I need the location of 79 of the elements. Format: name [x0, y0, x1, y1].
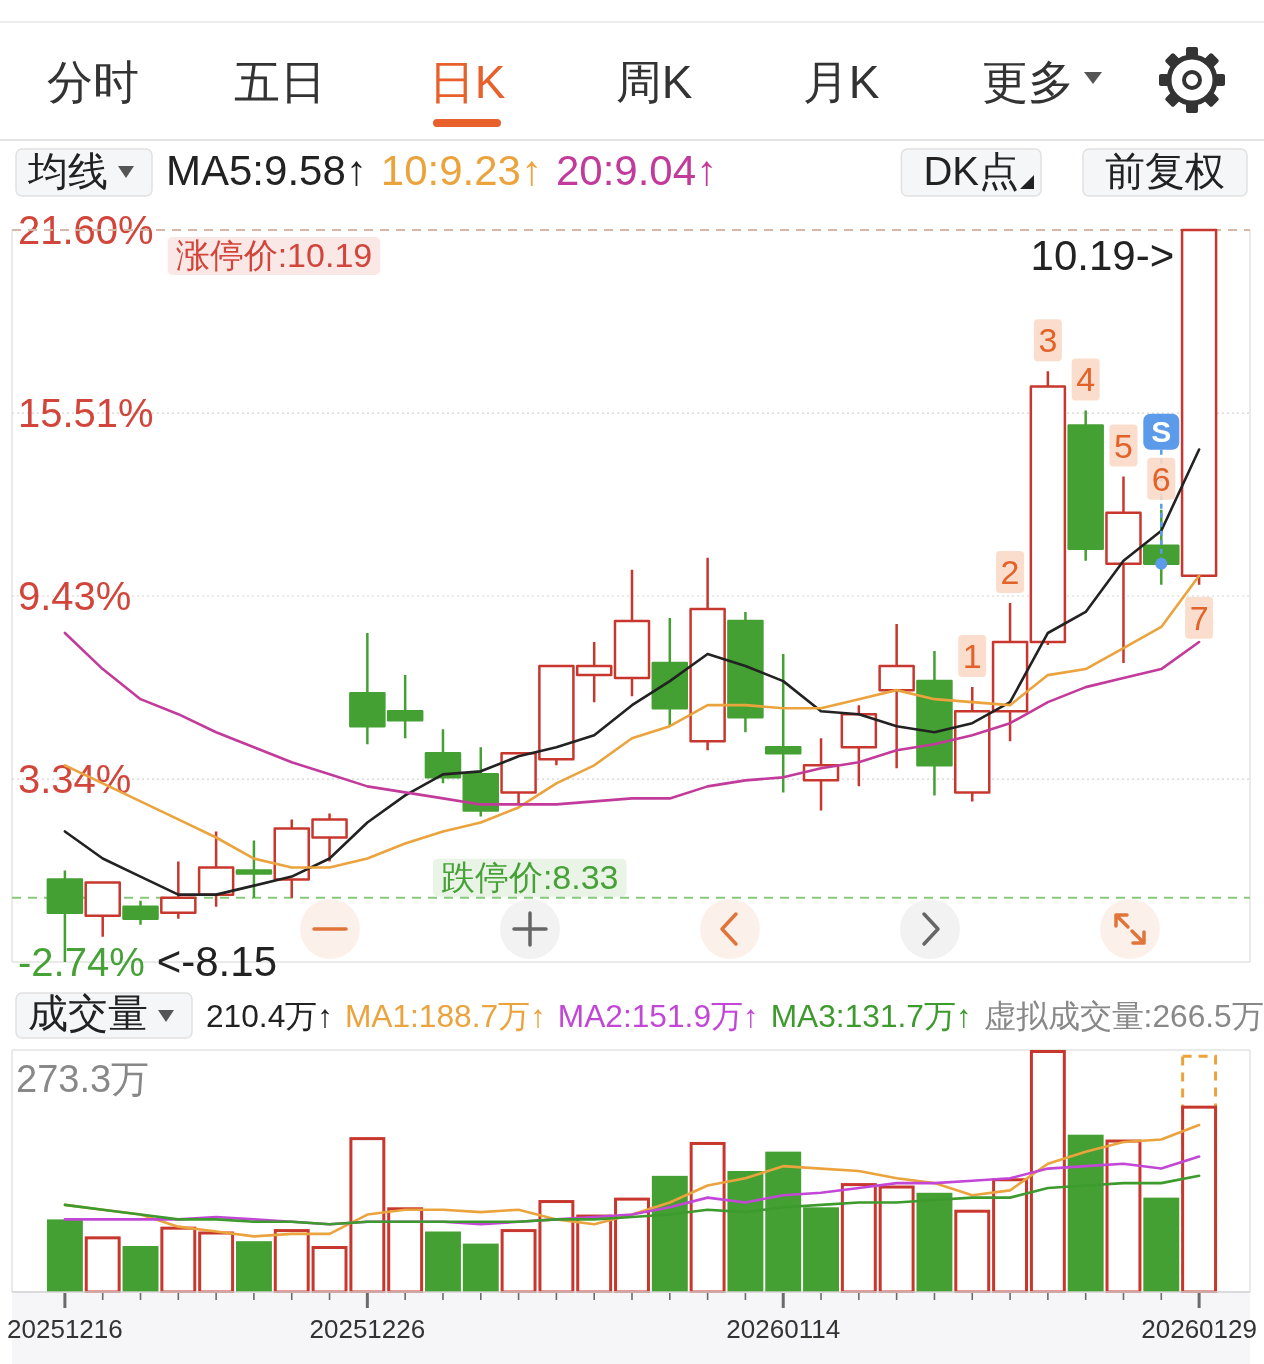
bar — [878, 1185, 915, 1294]
text: 7 — [1189, 598, 1209, 637]
x-tick-label: 20260114 — [726, 1314, 841, 1344]
annotation: 273.3万 — [16, 1058, 150, 1100]
text: 2 — [1000, 552, 1020, 591]
candlestick — [84, 881, 121, 938]
text: 210.4万↑ — [206, 998, 334, 1034]
text: MA3:131.7万↑ — [770, 998, 972, 1034]
candlestick — [991, 601, 1029, 743]
bar — [46, 1219, 83, 1292]
category-label: 分时 — [47, 56, 139, 108]
annotation: 涨停价:10.19 — [175, 236, 373, 274]
bar — [160, 1226, 197, 1294]
category-label: 更多 — [982, 56, 1074, 108]
candlestick — [235, 839, 273, 899]
category-label: 周K — [615, 56, 693, 108]
bar — [273, 1229, 310, 1294]
text: 20:9.04↑ — [555, 147, 718, 194]
candlestick — [727, 610, 764, 734]
bar — [1143, 1197, 1180, 1292]
candlestick — [462, 746, 500, 818]
bar — [198, 1231, 235, 1294]
candlestick — [197, 830, 235, 908]
text: MA5:9.58↑ — [166, 147, 367, 194]
x-tick-label: 20251226 — [309, 1314, 426, 1344]
text: 虚拟成交量:266.5万 — [983, 998, 1264, 1034]
bar — [387, 1207, 424, 1294]
candlestick — [424, 727, 462, 785]
bar — [84, 1236, 121, 1294]
candlestick — [122, 899, 159, 926]
text: 6 — [1151, 459, 1171, 498]
y-tick-label: 9.43% — [18, 574, 132, 618]
bar — [689, 1141, 726, 1294]
candlestick — [1180, 228, 1218, 587]
annotation: 10.19-> — [1030, 232, 1175, 279]
y-tick-label: 15.51% — [18, 391, 154, 436]
candlestick — [1105, 475, 1142, 665]
x-tick-label: 20260129 — [1141, 1314, 1257, 1344]
annotation: <-8.15 — [156, 938, 278, 985]
candlestick — [954, 685, 991, 803]
candlestick — [613, 568, 651, 698]
y-tick-label: -2.74% — [18, 940, 145, 984]
text: 5 — [1114, 426, 1133, 465]
category-label: 月K — [802, 56, 880, 108]
category-label: 日K — [428, 56, 506, 108]
bar — [614, 1197, 650, 1294]
bar — [122, 1246, 159, 1292]
x-tick-label: 20251216 — [7, 1314, 123, 1344]
bar — [235, 1241, 272, 1292]
text: 3 — [1038, 321, 1058, 360]
text: MA1:188.7万↑ — [344, 998, 547, 1034]
candlestick — [916, 649, 953, 797]
candlestick — [651, 616, 689, 728]
bar — [1029, 1050, 1066, 1294]
legend-title: 成交量 — [28, 991, 148, 1035]
bar — [462, 1243, 499, 1292]
text: 前复权 — [1105, 149, 1225, 193]
candlestick — [764, 652, 802, 794]
y-tick-label: 21.60% — [18, 208, 154, 252]
text: 4 — [1076, 360, 1096, 399]
text: DK点 — [923, 149, 1019, 193]
bar — [425, 1231, 461, 1292]
bar — [992, 1178, 1029, 1294]
candlestick — [689, 556, 726, 752]
bar — [840, 1183, 877, 1294]
legend-title: 均线 — [27, 149, 108, 193]
text: MA2:151.9万↑ — [557, 998, 759, 1034]
bar — [1105, 1139, 1142, 1294]
candlestick — [1067, 409, 1104, 563]
text: 1 — [962, 637, 982, 676]
candlestick — [1029, 370, 1067, 647]
category-label: 五日 — [234, 56, 326, 108]
data-label: S — [1151, 414, 1172, 448]
bar — [954, 1209, 991, 1294]
text: 10:9.23↑ — [380, 147, 542, 194]
candlestick — [878, 622, 915, 770]
annotation: 跌停价:8.33 — [440, 857, 619, 896]
candlestick — [160, 860, 197, 920]
candlestick — [840, 703, 878, 788]
